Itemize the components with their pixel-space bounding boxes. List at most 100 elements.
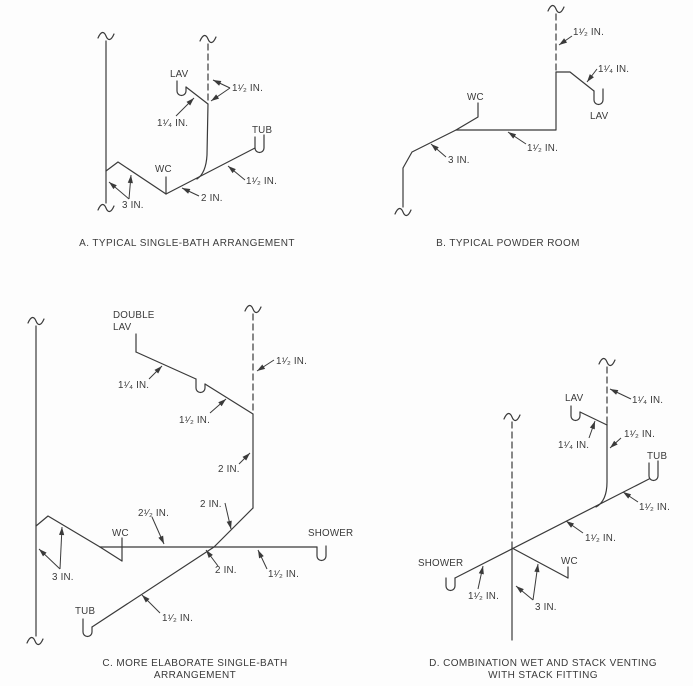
pipe-break-icon	[244, 304, 262, 314]
leader-arrow	[622, 491, 639, 503]
leader-arrow	[181, 187, 200, 197]
stack-upper-size-label: 1¹⁄₂ IN.	[624, 429, 655, 440]
tub-trap	[82, 618, 93, 638]
shower-label: SHOWER	[308, 528, 353, 539]
leader-arrow	[586, 68, 598, 83]
leader-arrow	[151, 516, 165, 545]
stack-size-label: 3 IN.	[535, 602, 557, 613]
double-lav-label-line2: LAV	[113, 322, 132, 333]
leader-arrow	[210, 87, 231, 102]
leader-arrow	[515, 585, 534, 601]
tub-label: TUB	[75, 606, 95, 617]
lav-arm-line	[579, 411, 608, 426]
wet-vent-line	[595, 423, 608, 508]
building-drain-line	[402, 71, 557, 208]
vent-size-label: 1¹⁄₂ IN.	[276, 356, 307, 367]
shower-trap	[445, 577, 456, 592]
diagram-a-caption: A. TYPICAL SINGLE-BATH ARRANGEMENT	[79, 238, 295, 249]
diagram-b-caption: B. TYPICAL POWDER ROOM	[436, 238, 580, 249]
lav-drain-line	[204, 383, 254, 415]
diagram-c: DOUBLE LAV 1¹⁄₄ IN. 1¹⁄₂ IN. 1¹⁄₂ IN. 2 …	[26, 304, 353, 681]
pipe-break-icon	[394, 207, 412, 217]
wc-connection-line	[99, 546, 123, 562]
leader-arrow	[477, 565, 484, 590]
tub-trap	[254, 134, 265, 154]
leader-arrow	[141, 594, 161, 614]
shower-trap	[316, 545, 327, 562]
lav-arm-line	[185, 86, 209, 105]
pipe-break-icon	[199, 34, 217, 44]
lav-label: LAV	[565, 393, 584, 404]
lav-trap	[176, 80, 187, 97]
stack-connection-line	[35, 515, 101, 548]
lav-arm-size-label: 1¹⁄₄ IN.	[118, 380, 149, 391]
lav-trap	[570, 405, 581, 422]
stack-size-label: 3 IN.	[448, 155, 470, 166]
vent-takeoff-line	[196, 103, 209, 180]
building-drain-line	[105, 161, 167, 195]
diagram-d-caption-line1: D. COMBINATION WET AND STACK VENTING	[429, 658, 657, 669]
leader-arrow	[257, 549, 268, 570]
stack-size-label: 3 IN.	[122, 200, 144, 211]
leader-arrow	[588, 420, 596, 439]
wet-vent-size-label: 1¹⁄₂ IN.	[585, 533, 616, 544]
fixture-drain-line	[454, 478, 650, 579]
lav-drain-size-label: 1¹⁄₂ IN.	[179, 415, 210, 426]
lav-label: LAV	[170, 69, 189, 80]
diagram-d-caption-line2: WITH STACK FITTING	[488, 670, 598, 681]
branch-size-label: 2 IN.	[201, 193, 223, 204]
leader-arrow	[565, 520, 584, 534]
wc-label: WC	[467, 92, 484, 103]
leader-arrow	[205, 549, 219, 567]
leader-arrow	[212, 79, 231, 89]
leader-arrow	[256, 359, 275, 372]
stack-offset-line	[213, 507, 254, 548]
wc-drop-line	[455, 102, 479, 131]
leader-arrow	[532, 563, 540, 601]
vent-size-label: 1¹⁄₂ IN.	[232, 83, 263, 94]
wc-connection-line	[511, 547, 569, 579]
leader-arrow	[507, 131, 527, 145]
lav-arm-line	[135, 351, 197, 380]
tub-drain-size-label: 1¹⁄₂ IN.	[246, 176, 277, 187]
drain-size-label: 2 IN.	[215, 565, 237, 576]
leader-arrow	[609, 388, 632, 400]
tub-trap	[648, 460, 659, 482]
tub-drain-size-label: 1¹⁄₂ IN.	[639, 502, 670, 513]
stack-size-label: 3 IN.	[52, 572, 74, 583]
leader-arrow	[558, 35, 573, 46]
wc-label: WC	[112, 528, 129, 539]
leader-arrow	[609, 437, 622, 449]
leader-arrow	[59, 526, 65, 570]
lav-trap	[195, 378, 206, 394]
lav-arm-size-label: 1¹⁄₄ IN.	[157, 118, 188, 129]
pipe-break-icon	[26, 636, 44, 646]
tub-drain-size-label: 1¹⁄₂ IN.	[162, 613, 193, 624]
lav-arm-size-label: 1¹⁄₄ IN.	[558, 440, 589, 451]
diagram-d: LAV 1¹⁄₄ IN. 1¹⁄₄ IN. 1¹⁄₂ IN. TUB 1¹⁄₂ …	[418, 357, 670, 681]
pipe-break-icon	[547, 4, 565, 14]
diagram-c-caption-line2: ARRANGEMENT	[154, 670, 236, 681]
pipe-break-icon	[503, 412, 521, 422]
leader-arrow	[224, 502, 232, 530]
drain-size-label: 1¹⁄₂ IN.	[527, 143, 558, 154]
leader-arrow	[175, 97, 195, 117]
leader-arrow	[430, 143, 447, 158]
leader-arrow	[127, 174, 133, 200]
leader-arrow	[209, 398, 227, 414]
branch-size-label: 2¹⁄₂ IN.	[138, 508, 169, 519]
fixture-drain-line	[165, 147, 256, 195]
shower-label: SHOWER	[418, 558, 463, 569]
vent-size-label: 1¹⁄₄ IN.	[632, 395, 663, 406]
pipe-break-icon	[27, 316, 45, 326]
tub-label: TUB	[647, 451, 667, 462]
pipe-break-icon	[97, 31, 115, 41]
pipe-break-icon	[598, 357, 616, 367]
leader-arrow	[108, 181, 130, 200]
leader-arrow	[238, 452, 251, 465]
tub-label: TUB	[252, 125, 272, 136]
diagram-b: 1¹⁄₂ IN. 1¹⁄₄ IN. LAV WC 1¹⁄₂ IN. 3 IN. …	[394, 4, 629, 249]
lav-arm-line	[555, 71, 595, 92]
tub-drain-line	[91, 546, 215, 628]
